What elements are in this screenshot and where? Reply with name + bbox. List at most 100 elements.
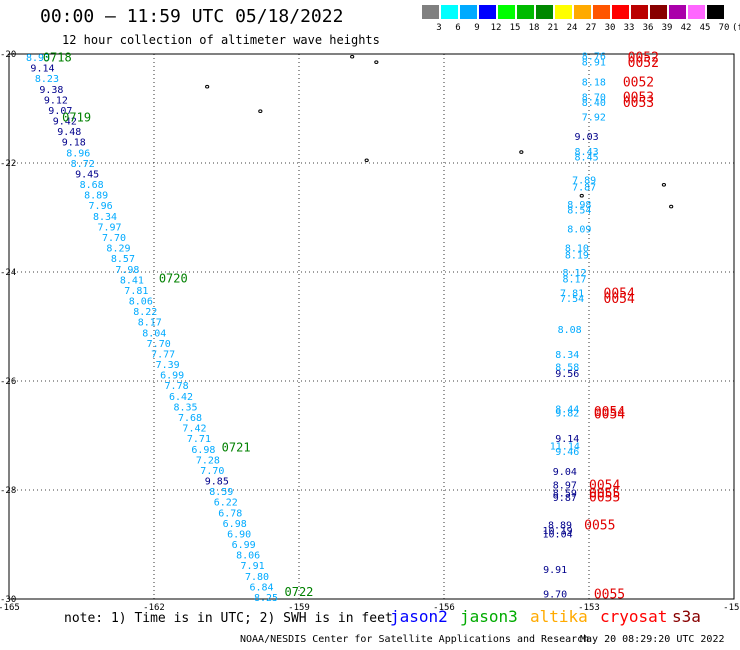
scale-label: 12 [490,23,502,33]
footnote: note: 1) Time is in UTC; 2) SWH is in fe… [64,611,393,626]
swh-value-label: 8.68 [80,180,104,191]
swh-value-label: 7.70 [102,233,126,244]
track-time-label: 0054 [594,408,625,423]
swh-value-label: 9.91 [543,565,567,576]
swh-value-label: 7.28 [196,455,220,466]
scale-label: 24 [566,23,578,33]
swh-value-label: 6.98 [191,445,215,456]
latitude-label: -24 [0,268,16,278]
swh-value-label: 8.57 [111,254,135,265]
island-marker [519,150,524,154]
swh-value-label: 6.99 [160,371,184,382]
track-time-label: 0719 [62,111,91,125]
scale-unit: (ft) [732,23,740,33]
scale-swatch [498,5,515,19]
scale-label: 30 [604,23,616,33]
swh-value-label: 8.17 [138,318,162,329]
swh-value-label: 8.18 [582,77,606,88]
island-marker [205,84,210,89]
scale-swatch [593,5,610,19]
swh-value-label: 11.14 [550,441,580,452]
satellite-legend-s3a: s3a [672,607,701,626]
swh-value-label: 9.56 [555,369,579,380]
swh-value-label: 9.18 [62,138,86,149]
scale-label: 18 [528,23,540,33]
swh-value-label: 9.45 [75,169,99,180]
track-time-label: 0055 [594,588,625,603]
swh-value-label: 6.90 [227,529,251,540]
track-time-label: 0055 [584,518,615,533]
scale-swatch [479,5,496,19]
swh-value-label: 8.44 [555,404,579,415]
swh-value-label: 8.17 [562,275,586,286]
swh-value-label: 8.98 [567,200,591,211]
longitude-label: -153 [578,603,600,610]
swh-value-label: 8.34 [555,350,579,361]
swh-value-label: 8.23 [35,74,59,85]
swh-value-label: 10.04 [543,530,573,541]
scale-label: 9 [474,23,480,33]
track-time-label: 0054 [589,479,620,494]
swh-value-label: 7.71 [187,434,211,445]
scale-swatch [460,5,477,19]
swh-value-label: 8.06 [129,297,153,308]
scale-label: 27 [585,23,597,33]
swh-value-label: 9.70 [543,590,567,601]
swh-value-label: 9.42 [53,117,77,128]
map-title: 00:00 – 11:59 UTC 05/18/2022 [40,6,344,27]
swh-value-label: 8.22 [133,307,157,318]
swh-value-label: 8.34 [93,212,117,223]
swh-value-label: 7.91 [241,561,265,572]
wave-height-map: -165 -162 -159 -156 -153 -150 -20 -22 -24 -26 -28 -… [0,50,740,610]
latitude-label: -22 [0,159,16,169]
island-marker [579,193,584,198]
track-time-label: 0052 [628,51,659,66]
scale-label: 6 [455,23,461,33]
track-time-label: 0718 [43,51,72,65]
swh-value-label: 8.91 [582,58,606,69]
track-time-label: 0052 [628,56,659,71]
longitude-label: -165 [0,603,20,610]
scale-swatch [441,5,458,19]
track-time-label: 0052 [623,75,654,90]
swh-value-label: 8.89 [548,520,572,531]
track-time-label: 0054 [594,405,625,420]
swh-value-label: 8.40 [582,98,606,109]
swh-value-label: 8.97 [553,481,577,492]
swh-value-label: 9.03 [575,132,599,143]
satellite-legend-cryosat: cryosat [600,607,668,626]
scale-swatch [517,5,534,19]
island-marker [661,183,667,187]
scale-label: 39 [661,23,673,33]
map-frame [8,53,735,600]
latitude-label: -30 [0,595,16,605]
swh-value-label: 9.14 [30,64,54,75]
scale-swatch [422,5,439,19]
swh-value-label: 8.25 [254,593,278,604]
swh-value-label: 9.07 [48,106,72,117]
track-time-label: 0054 [604,292,635,307]
swh-value-label: 7.68 [178,413,202,424]
swh-value-label: 7.78 [165,381,189,392]
swh-value-label: 8.19 [565,251,589,262]
swh-value-label: 8.12 [562,268,586,279]
swh-value-label: 8.29 [106,244,130,255]
swh-value-label: 6.84 [249,582,273,593]
swh-value-label: 10.19 [543,526,573,537]
swh-value-label: 8.10 [565,243,589,254]
swh-value-label: 8.35 [173,402,197,413]
track-time-label: 0721 [222,440,251,454]
swh-value-label: 6.42 [169,392,193,403]
swh-value-label: 7.70 [200,466,224,477]
scale-label: 42 [680,23,692,33]
swh-value-label: 8.93 [26,53,50,64]
swh-value-label: 8.04 [142,328,166,339]
swh-value-label: 7.70 [147,339,171,350]
swh-value-label: 9.04 [553,467,577,478]
scale-label: 3 [436,23,442,33]
swh-value-label: 7.87 [572,182,596,193]
scale-swatch [574,5,591,19]
scale-swatch [612,5,629,19]
track-time-label: 0720 [159,271,188,285]
swh-value-label: 7.42 [182,424,206,435]
